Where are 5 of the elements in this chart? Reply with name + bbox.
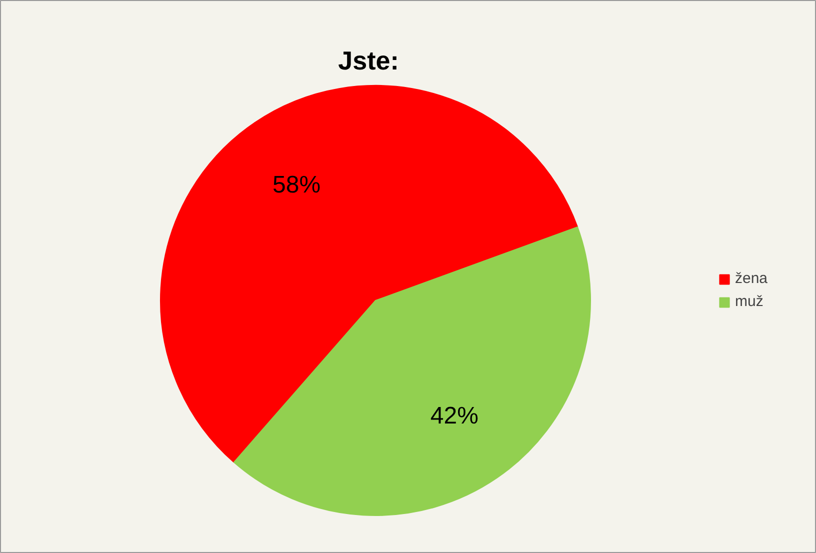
data-label: 58%	[272, 172, 321, 199]
legend-label: žena	[735, 270, 768, 287]
chart-title: Jste:	[338, 46, 399, 76]
legend-label: muž	[735, 293, 764, 310]
data-label: 42%	[430, 402, 478, 430]
